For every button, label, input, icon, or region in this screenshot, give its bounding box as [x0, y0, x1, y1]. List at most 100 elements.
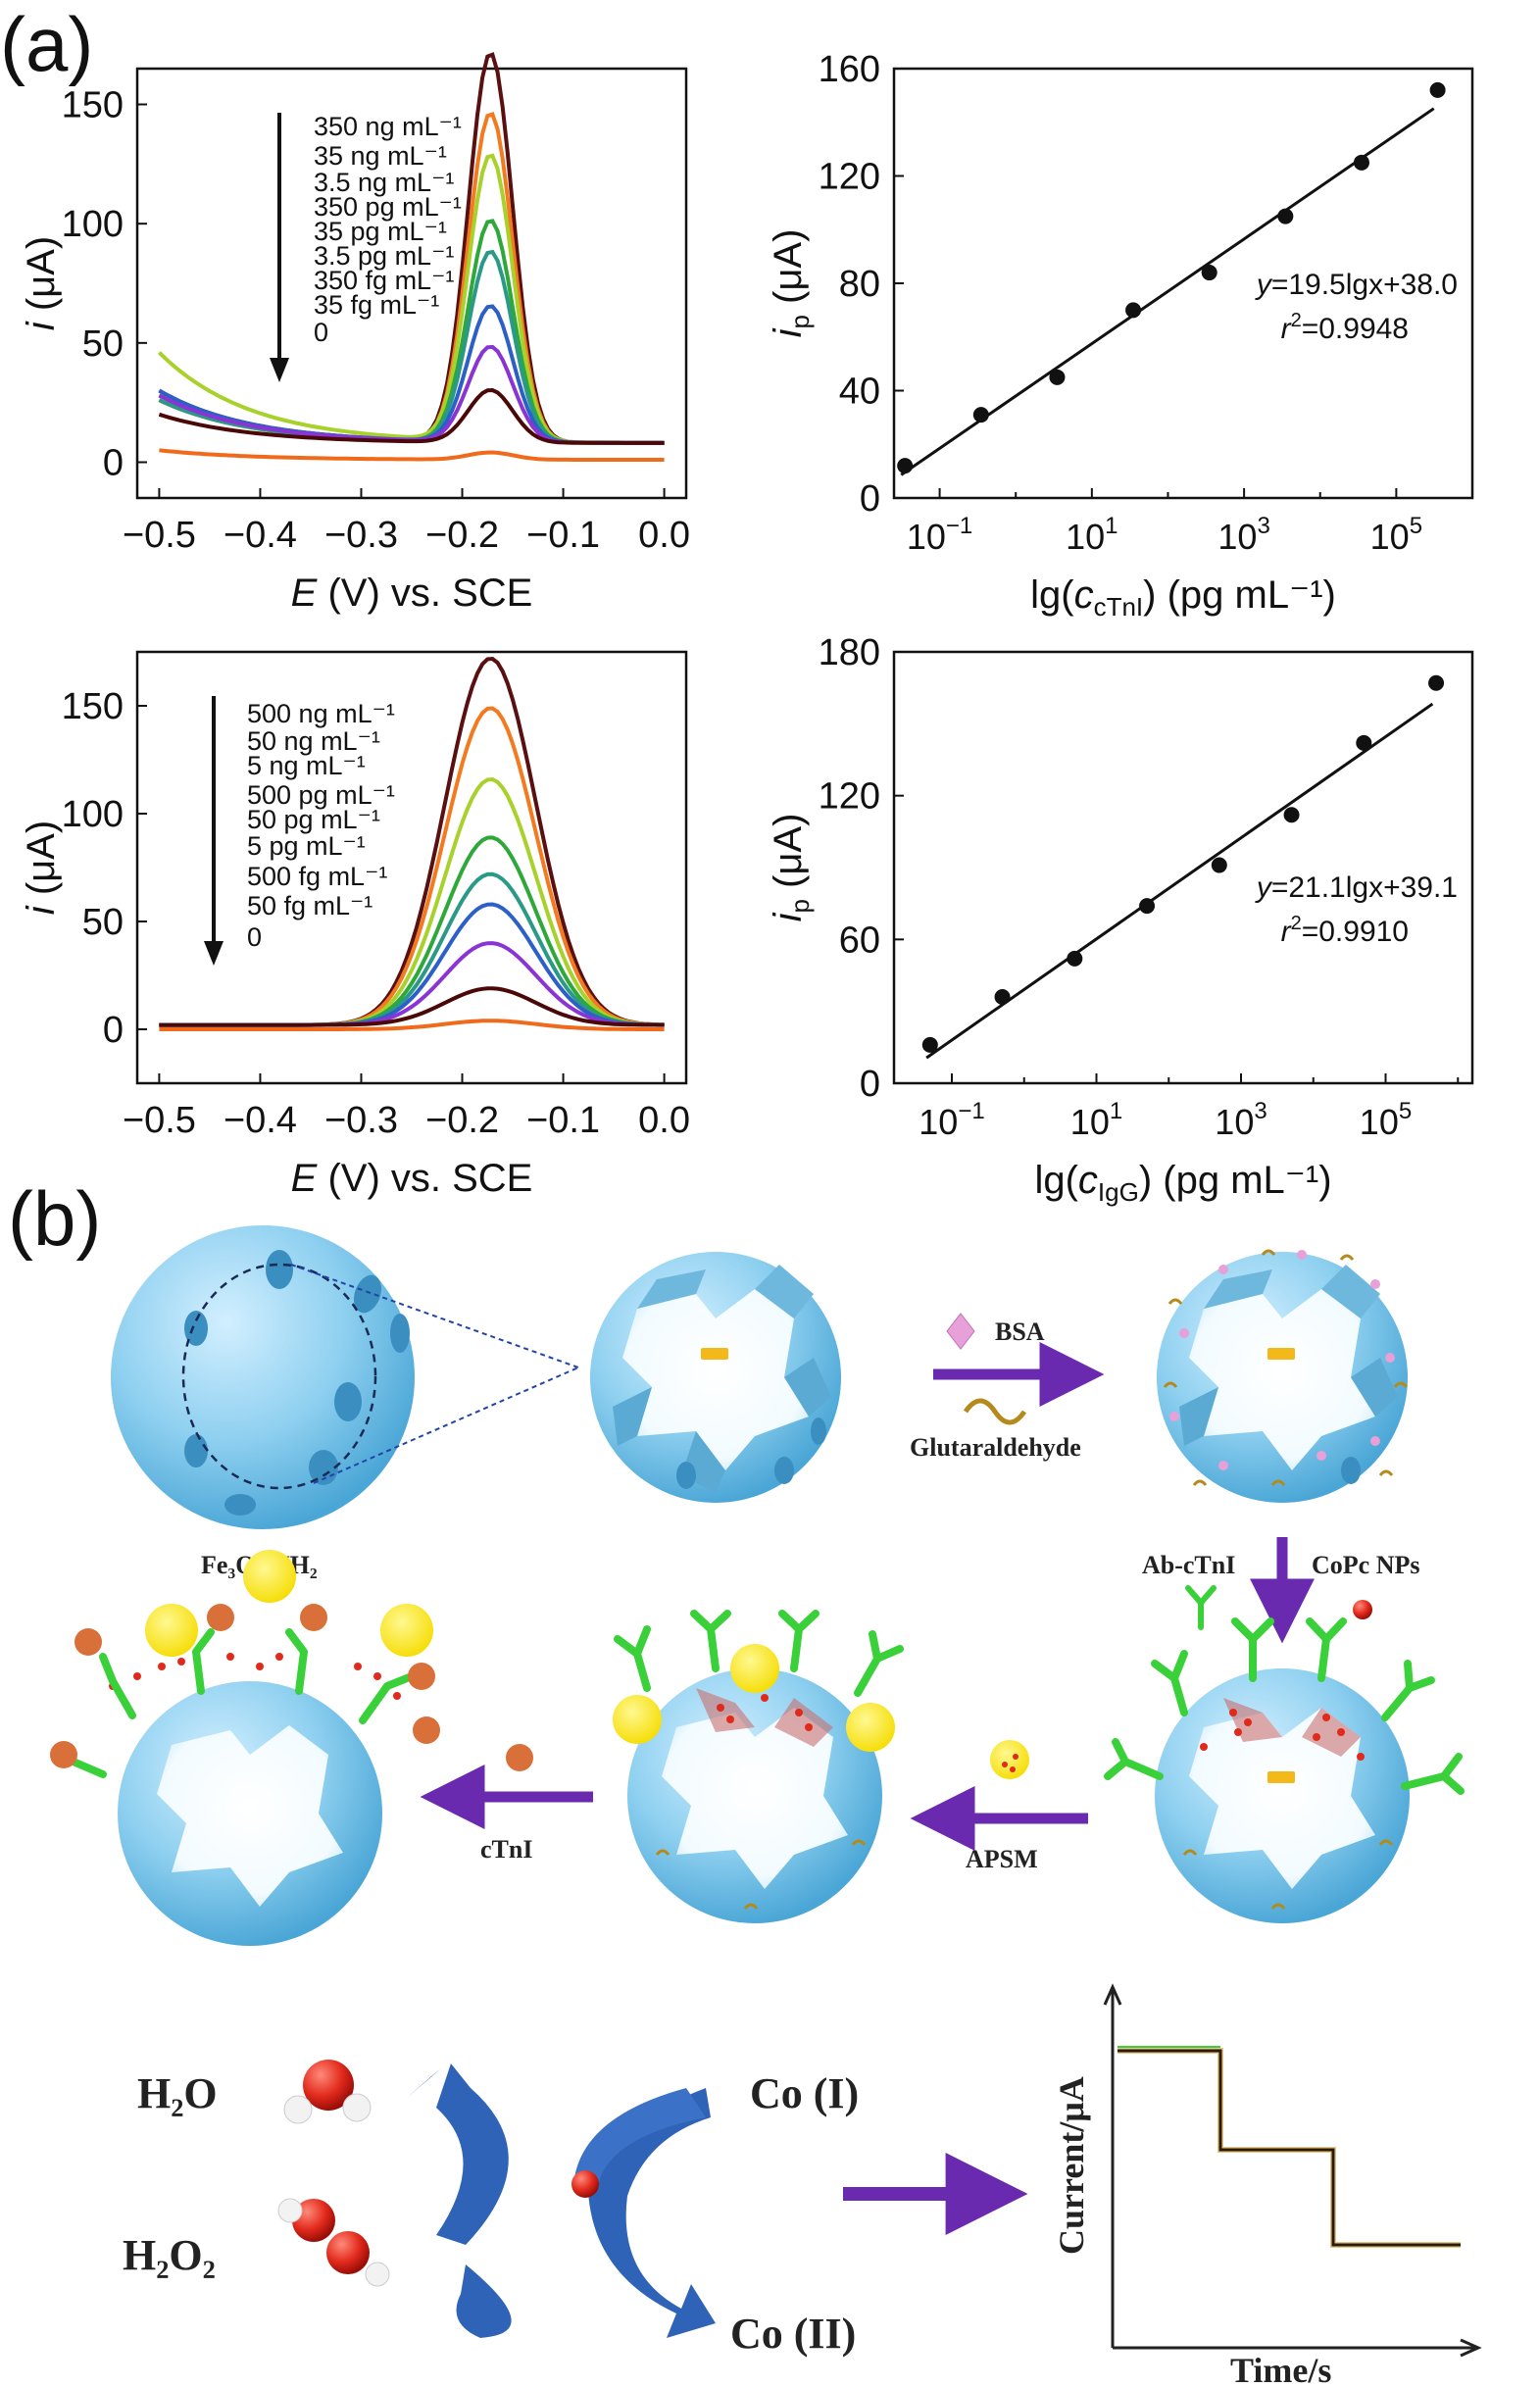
- x-tick-label: −0.1: [526, 1100, 600, 1141]
- legend-entry: 35 ng mL⁻¹: [314, 141, 447, 171]
- data-point: [1353, 154, 1369, 171]
- calibration-chart-ctni: 10−1 101 103 105 0 40 80 120 160 lg(ccTnI) (pg mL…: [767, 49, 1474, 622]
- x-axis-label: E (V) vs. SCE: [291, 1157, 533, 1200]
- y-tick-label: 0: [860, 478, 880, 520]
- legend-entry: 3.5 pg mL⁻¹: [314, 241, 454, 271]
- y-tick-label: 180: [819, 632, 880, 673]
- ab-ctni-label: Ab-cTnI: [1142, 1551, 1235, 1579]
- fit-equation: y=21.1lgx+39.1: [1255, 871, 1458, 904]
- plot-frame: [135, 67, 688, 500]
- legend-entry: 500 fg mL⁻¹: [247, 862, 387, 891]
- cv-chart-igg: −0.5 −0.4 −0.3 −0.2 −0.1 0.0 0 50 100 150 E (V) vs…: [20, 650, 690, 1200]
- x-tick-label: −0.5: [123, 1100, 196, 1141]
- x-tick-label: 0.0: [638, 1100, 690, 1141]
- glutaraldehyde-label: Glutaraldehyde: [910, 1433, 1081, 1462]
- copc-label: CoPc NPs: [1312, 1551, 1419, 1579]
- x-tick-label: −0.2: [425, 515, 499, 556]
- bsa-label: BSA: [995, 1318, 1045, 1346]
- cv-curve: [158, 344, 665, 445]
- x-axis-label: E (V) vs. SCE: [291, 572, 533, 615]
- y-tick-label: 50: [82, 323, 124, 365]
- released-apsm: [145, 1550, 433, 1657]
- ctni-label: cTnI: [480, 1835, 532, 1864]
- apsm-label: APSM: [966, 1845, 1038, 1873]
- apsm-step: APSM: [910, 1740, 1088, 1873]
- antibody-step: Ab-cTnI CoPc NPs: [1142, 1537, 1419, 1644]
- co1-label: Co (I): [750, 2069, 859, 2117]
- x-tick-label: 10−1: [919, 1098, 984, 1142]
- data-point: [1428, 674, 1445, 691]
- data-point: [1429, 81, 1446, 98]
- data-point: [972, 407, 989, 423]
- current-axis-label: Current/μA: [1052, 2076, 1091, 2255]
- y-tick-label: 120: [819, 157, 880, 198]
- y-axis-label: i (μA): [20, 236, 63, 330]
- data-point: [1211, 857, 1227, 873]
- calibration-chart-igg: 10−1 101 103 105 0 60 120 180 lg(cIgG) (pg mL⁻¹)…: [767, 632, 1474, 1207]
- y-tick-label: 150: [62, 85, 124, 126]
- concentration-arrow-head: [270, 358, 289, 382]
- legend-entry: 0: [247, 922, 262, 952]
- x-tick-label: −0.3: [324, 1100, 398, 1141]
- r-squared: r2=0.9910: [1281, 913, 1409, 948]
- data-point: [897, 458, 914, 474]
- porous-sphere: [111, 1225, 579, 1529]
- data-point: [1139, 898, 1156, 915]
- fit-line: [900, 107, 1435, 476]
- panel-label-b: (b): [8, 1175, 101, 1262]
- fit-line: [925, 702, 1434, 1060]
- data-point: [994, 989, 1011, 1005]
- r-squared: r2=0.9948: [1281, 310, 1409, 345]
- legend-entry: 35 fg mL⁻¹: [314, 290, 439, 320]
- y-tick-label: 150: [62, 686, 124, 727]
- catalytic-cycle: H₂O H₂O₂ Co (I) Co (II): [123, 2060, 1028, 2358]
- legend-entry: 5 pg mL⁻¹: [247, 831, 366, 861]
- legend-entry: 35 pg mL⁻¹: [314, 217, 447, 246]
- x-tick-label: 105: [1360, 1098, 1412, 1142]
- legend-entry: 350 ng mL⁻¹: [314, 112, 462, 141]
- x-tick-label: 101: [1066, 513, 1118, 557]
- y-axis-label: ip (μA): [767, 814, 815, 922]
- cv-curve: [159, 1019, 665, 1031]
- x-tick-label: −0.4: [224, 515, 297, 556]
- cv-curve: [159, 448, 665, 462]
- x-tick-label: 10−1: [907, 513, 972, 557]
- x-tick-label: −0.4: [224, 1100, 297, 1141]
- x-tick-label: 103: [1215, 1098, 1267, 1142]
- time-axis-label: Time/s: [1230, 2351, 1331, 2387]
- data-point: [1067, 950, 1083, 967]
- x-tick-label: 105: [1370, 513, 1422, 557]
- cv-curve: [158, 387, 665, 445]
- current-time-plot: Current/μA Time/s: [1052, 1983, 1482, 2387]
- y-tick-label: 40: [839, 372, 880, 413]
- cv-chart-ctni: −0.5 −0.4 −0.3 −0.2 −0.1 0.0 0 50 100 150 E (V) vs…: [20, 52, 690, 615]
- fit-equation: y=19.5lgx+38.0: [1255, 269, 1458, 301]
- cutaway-sphere-1: [590, 1252, 841, 1503]
- data-point: [921, 1036, 938, 1053]
- cutaway-sphere-antibody: [1104, 1617, 1465, 1923]
- data-point: [1356, 734, 1372, 751]
- x-tick-label: −0.3: [324, 515, 398, 556]
- y-tick-label: 80: [839, 264, 880, 305]
- panel-label-a: (a): [0, 1, 93, 87]
- y-tick-label: 100: [62, 204, 124, 245]
- legend-entry: 50 ng mL⁻¹: [247, 726, 380, 756]
- x-tick-label: −0.1: [526, 515, 600, 556]
- cutaway-sphere-ctni: [50, 1604, 440, 1946]
- cv-curve: [159, 706, 665, 1027]
- legend-entry: 500 pg mL⁻¹: [247, 780, 395, 810]
- x-tick-label: 101: [1070, 1098, 1122, 1142]
- concentration-arrow-head: [204, 941, 224, 966]
- x-tick-label: −0.5: [123, 515, 196, 556]
- legend-entry: 350 pg mL⁻¹: [314, 192, 462, 222]
- data-point: [1277, 208, 1294, 224]
- y-tick-label: 100: [62, 794, 124, 835]
- legend-entry: 3.5 ng mL⁻¹: [314, 168, 454, 197]
- data-point: [1283, 807, 1300, 823]
- legend-entry: 350 fg mL⁻¹: [314, 266, 454, 295]
- x-axis-label: lg(cIgG) (pg mL⁻¹): [1034, 1159, 1331, 1207]
- co2-label: Co (II): [730, 2310, 856, 2358]
- cutaway-sphere-bsa: [1157, 1249, 1409, 1503]
- y-tick-label: 0: [860, 1064, 880, 1105]
